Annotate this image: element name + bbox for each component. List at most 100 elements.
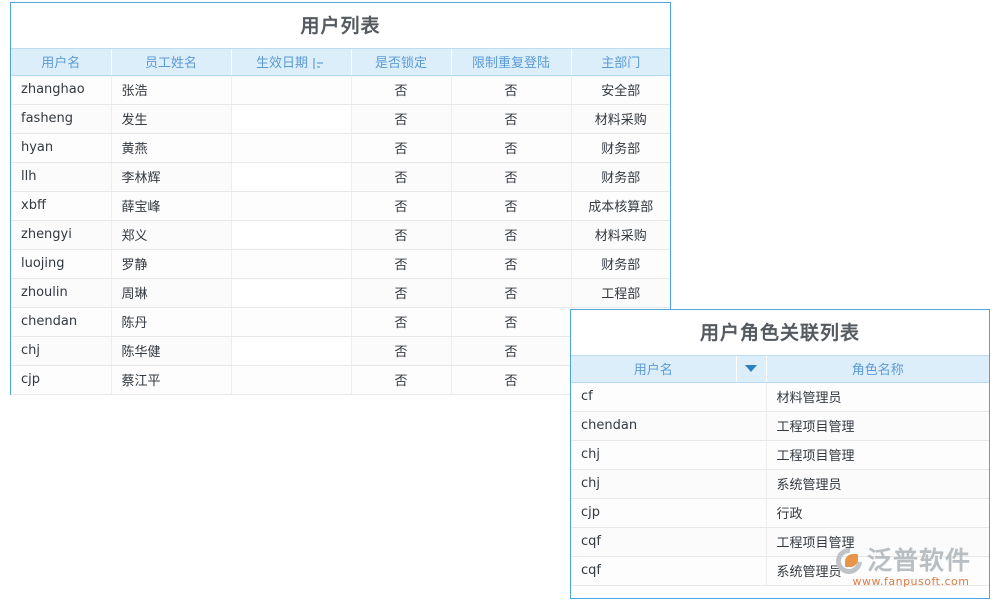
roles-cell-rolename: 工程项目管理 — [766, 411, 989, 441]
roles-cell-rolename: 行政 — [766, 498, 989, 528]
roles-cell-rolename: 工程项目管理 — [766, 527, 989, 557]
roles-col-rolename[interactable]: 角色名称 — [766, 356, 989, 383]
users-col-limit-repeat-login[interactable]: 限制重复登陆 — [451, 49, 572, 76]
users-cell-effective-date — [231, 278, 352, 308]
table-row[interactable]: chj 系统管理员 — [571, 469, 989, 499]
users-cell-username: zhoulin — [11, 278, 112, 308]
users-cell-username: luojing — [11, 249, 112, 279]
users-cell-username: zhengyi — [11, 220, 112, 250]
users-cell-employee: 李林辉 — [111, 162, 232, 192]
users-cell-username: xbff — [11, 191, 112, 221]
roles-table-body: cf 材料管理员 chendan 工程项目管理 chj 工程项目管理 chj 系统管理员 cjp… — [571, 382, 989, 586]
users-col-employee[interactable]: 员工姓名 — [111, 49, 232, 76]
users-cell-locked: 否 — [351, 75, 452, 105]
users-cell-username: chendan — [11, 307, 112, 337]
roles-cell-username: cqf — [571, 556, 767, 586]
table-row[interactable]: zhanghao 张浩否否安全部 — [11, 75, 670, 105]
users-cell-locked: 否 — [351, 104, 452, 134]
users-cell-department: 成本核算部 — [571, 191, 670, 221]
users-cell-limit-repeat-login: 否 — [451, 365, 572, 395]
users-cell-employee: 发生 — [111, 104, 232, 134]
users-cell-effective-date — [231, 162, 352, 192]
users-cell-locked: 否 — [351, 365, 452, 395]
users-cell-limit-repeat-login: 否 — [451, 191, 572, 221]
table-row[interactable]: xbff 薛宝峰否否成本核算部 — [11, 191, 670, 221]
users-cell-limit-repeat-login: 否 — [451, 278, 572, 308]
users-cell-limit-repeat-login: 否 — [451, 75, 572, 105]
roles-col-username[interactable]: 用户名 — [571, 356, 737, 383]
table-row[interactable]: hyan 黄燕否否财务部 — [11, 133, 670, 163]
users-cell-username: fasheng — [11, 104, 112, 134]
users-cell-employee: 蔡江平 — [111, 365, 232, 395]
users-cell-locked: 否 — [351, 278, 452, 308]
users-cell-limit-repeat-login: 否 — [451, 336, 572, 366]
table-row[interactable]: chj 工程项目管理 — [571, 440, 989, 470]
roles-cell-username: cjp — [571, 498, 767, 528]
roles-table-head: 用户名 角色名称 — [571, 356, 989, 383]
roles-cell-rolename: 工程项目管理 — [766, 440, 989, 470]
users-cell-limit-repeat-login: 否 — [451, 133, 572, 163]
table-row[interactable]: luojing 罗静否否财务部 — [11, 249, 670, 279]
users-col-effective-date[interactable]: 生效日期 — [231, 49, 352, 76]
users-cell-employee: 张浩 — [111, 75, 232, 105]
users-col-locked[interactable]: 是否锁定 — [351, 49, 452, 76]
roles-cell-username: chj — [571, 469, 767, 499]
users-cell-department: 安全部 — [571, 75, 670, 105]
users-cell-locked: 否 — [351, 307, 452, 337]
roles-cell-username: chj — [571, 440, 767, 470]
users-cell-locked: 否 — [351, 220, 452, 250]
users-cell-department: 财务部 — [571, 162, 670, 192]
users-cell-locked: 否 — [351, 191, 452, 221]
users-cell-locked: 否 — [351, 133, 452, 163]
table-row[interactable]: cjp 行政 — [571, 498, 989, 528]
users-cell-department: 材料采购 — [571, 220, 670, 250]
users-cell-username: hyan — [11, 133, 112, 163]
table-row[interactable]: chendan 工程项目管理 — [571, 411, 989, 441]
users-panel-title: 用户列表 — [11, 3, 670, 49]
roles-col-filter[interactable] — [736, 356, 767, 383]
users-cell-employee: 郑义 — [111, 220, 232, 250]
table-row[interactable]: zhengyi 郑义否否材料采购 — [11, 220, 670, 250]
roles-cell-username: cqf — [571, 527, 767, 557]
users-cell-limit-repeat-login: 否 — [451, 249, 572, 279]
roles-header-row: 用户名 角色名称 — [571, 356, 989, 383]
table-row[interactable]: zhoulin 周琳否否工程部 — [11, 278, 670, 308]
users-cell-limit-repeat-login: 否 — [451, 162, 572, 192]
table-row[interactable]: fasheng 发生否否材料采购 — [11, 104, 670, 134]
users-cell-employee: 陈华健 — [111, 336, 232, 366]
users-col-department[interactable]: 主部门 — [571, 49, 670, 76]
users-cell-username: zhanghao — [11, 75, 112, 105]
users-cell-employee: 黄燕 — [111, 133, 232, 163]
roles-cell-username: chendan — [571, 411, 767, 441]
users-header-row: 用户名 员工姓名 生效日期 是否锁定 限制重复登陆 主部门 — [11, 49, 670, 76]
users-cell-effective-date — [231, 307, 352, 337]
user-role-list-panel: 用户角色关联列表 用户名 角色名称 cf 材料管理员 chendan 工程项目管理 ch… — [570, 309, 990, 599]
roles-cell-rolename: 材料管理员 — [766, 382, 989, 412]
sort-descending-icon[interactable] — [313, 58, 326, 70]
roles-cell-username: cf — [571, 382, 767, 412]
users-cell-locked: 否 — [351, 336, 452, 366]
table-row[interactable]: cf 材料管理员 — [571, 382, 989, 412]
users-cell-department: 工程部 — [571, 278, 670, 308]
users-cell-effective-date — [231, 104, 352, 134]
table-row[interactable]: cqf 工程项目管理 — [571, 527, 989, 557]
users-cell-effective-date — [231, 75, 352, 105]
users-cell-limit-repeat-login: 否 — [451, 307, 572, 337]
users-cell-department: 材料采购 — [571, 104, 670, 134]
users-cell-effective-date — [231, 191, 352, 221]
users-cell-department: 财务部 — [571, 249, 670, 279]
roles-cell-rolename: 系统管理员 — [766, 556, 989, 586]
users-cell-effective-date — [231, 249, 352, 279]
users-cell-effective-date — [231, 133, 352, 163]
users-col-username[interactable]: 用户名 — [11, 49, 112, 76]
users-table-head: 用户名 员工姓名 生效日期 是否锁定 限制重复登陆 主部门 — [11, 49, 670, 76]
users-cell-employee: 罗静 — [111, 249, 232, 279]
table-row[interactable]: cqf 系统管理员 — [571, 556, 989, 586]
users-cell-locked: 否 — [351, 249, 452, 279]
users-cell-effective-date — [231, 220, 352, 250]
chevron-down-icon[interactable] — [745, 365, 757, 373]
users-cell-employee: 周琳 — [111, 278, 232, 308]
table-row[interactable]: llh 李林辉否否财务部 — [11, 162, 670, 192]
users-cell-locked: 否 — [351, 162, 452, 192]
